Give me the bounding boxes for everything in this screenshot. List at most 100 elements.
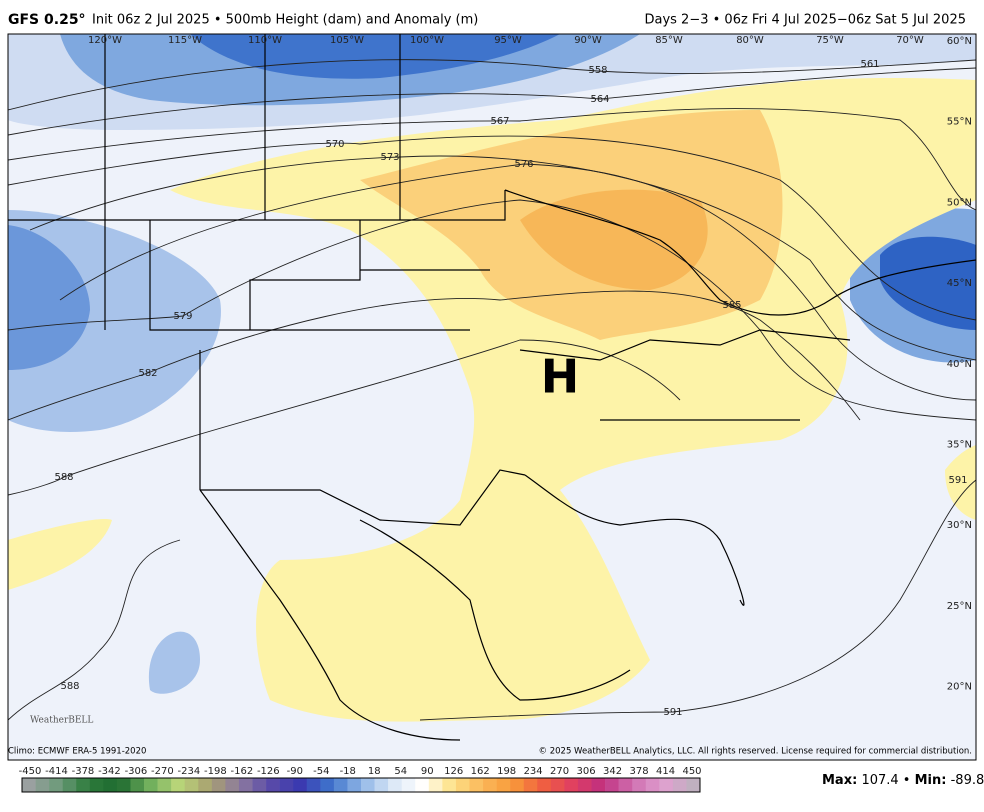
contour-label: 576 <box>514 159 533 170</box>
colorbar-swatch <box>686 778 701 792</box>
colorbar-tick-label: -198 <box>204 766 227 777</box>
lat-label: 55°N <box>947 117 972 128</box>
colorbar-swatch <box>659 778 674 792</box>
colorbar-swatch <box>62 778 77 792</box>
colorbar-swatch <box>306 778 321 792</box>
colorbar-swatch <box>76 778 91 792</box>
lat-label: 25°N <box>947 601 972 612</box>
stats: Max: 107.4 • Min: -89.8 <box>822 773 984 788</box>
colorbar-swatch <box>198 778 213 792</box>
colorbar-tick-label: -270 <box>151 766 174 777</box>
colorbar-swatch <box>428 778 443 792</box>
colorbar-tick-label: -450 <box>19 766 42 777</box>
colorbar-swatch <box>618 778 633 792</box>
contour-label: 570 <box>325 139 344 150</box>
contour-label: 561 <box>860 59 879 70</box>
logo: WeatherBELL <box>30 716 93 726</box>
colorbar-swatch <box>361 778 375 792</box>
colorbar-tick-label: -162 <box>230 766 253 777</box>
colorbar-swatch <box>130 778 145 792</box>
colorbar-frame <box>21 777 701 793</box>
colorbar-tick-label: -234 <box>178 766 201 777</box>
contour-label: 591 <box>948 475 967 486</box>
colorbar-swatch <box>401 778 416 792</box>
contour-label: 588 <box>54 472 73 483</box>
colorbar-swatch <box>605 778 619 792</box>
lon-label: 105°W <box>330 35 364 46</box>
map-frame <box>7 33 977 761</box>
lon-label: 115°W <box>168 35 202 46</box>
lon-label: 95°W <box>494 35 522 46</box>
colorbar-tick-label: 270 <box>550 766 569 777</box>
colorbar-tick-label: -342 <box>98 766 121 777</box>
lat-label: 30°N <box>947 520 972 531</box>
title: Init 06z 2 Jul 2025 • 500mb Height (dam)… <box>92 13 478 28</box>
colorbar-swatch <box>279 778 294 792</box>
colorbar-tick-label: -54 <box>313 766 329 777</box>
contour-label: 564 <box>590 94 609 105</box>
high-pressure: H <box>541 350 580 404</box>
lon-label: 85°W <box>655 35 683 46</box>
colorbar-swatch <box>184 778 199 792</box>
colorbar-swatch <box>89 778 104 792</box>
copyright: © 2025 WeatherBELL Analytics, LLC. All r… <box>539 747 972 757</box>
colorbar-swatch <box>469 778 484 792</box>
colorbar-tick-label: -378 <box>72 766 95 777</box>
colorbar-swatch <box>157 778 172 792</box>
colorbar-swatch <box>455 778 470 792</box>
colorbar-swatch <box>171 778 186 792</box>
colorbar-swatch <box>238 778 253 792</box>
colorbar-swatch <box>333 778 348 792</box>
colorbar-swatch <box>116 778 131 792</box>
colorbar-swatch <box>266 778 280 792</box>
contour-label: 558 <box>588 65 607 76</box>
colorbar-swatch <box>510 778 525 792</box>
contour-label: 582 <box>138 368 157 379</box>
colorbar-swatch <box>483 778 497 792</box>
lon-label: 100°W <box>410 35 444 46</box>
colorbar-swatch <box>645 778 660 792</box>
contour-label: 579 <box>173 311 192 322</box>
lon-label: 70°W <box>896 35 924 46</box>
lon-label: 90°W <box>574 35 602 46</box>
colorbar-swatch <box>35 778 50 792</box>
colorbar-swatch <box>144 778 158 792</box>
colorbar-swatch <box>22 778 36 792</box>
colorbar-swatch <box>672 778 687 792</box>
max-label: Max: <box>822 773 857 788</box>
valid-time: Days 2−3 • 06z Fri 4 Jul 2025−06z Sat 5 … <box>644 13 966 28</box>
colorbar-tick-label: 54 <box>394 766 407 777</box>
colorbar-tick-label: 126 <box>444 766 463 777</box>
contour-label: 573 <box>380 152 399 163</box>
colorbar-swatch <box>320 778 335 792</box>
lon-label: 80°W <box>736 35 764 46</box>
colorbar-tick-label: 90 <box>421 766 434 777</box>
colorbar-tick-label: 414 <box>656 766 675 777</box>
colorbar-tick-label: -126 <box>257 766 280 777</box>
colorbar-tick-label: -306 <box>125 766 148 777</box>
colorbar-tick-label: 234 <box>524 766 543 777</box>
lat-label: 40°N <box>947 359 972 370</box>
lon-label: 110°W <box>248 35 282 46</box>
colorbar-swatch <box>577 778 592 792</box>
contour-label: 585 <box>722 300 741 311</box>
colorbar-tick-label: 198 <box>497 766 516 777</box>
lon-label: 75°W <box>816 35 844 46</box>
lat-label: 20°N <box>947 682 972 693</box>
lat-label: 50°N <box>947 197 972 208</box>
contour-label: 567 <box>490 116 509 127</box>
contour-label: 591 <box>663 707 682 718</box>
min-label: Min: <box>915 773 947 788</box>
colorbar-swatch <box>103 778 118 792</box>
colorbar-swatch <box>564 778 579 792</box>
colorbar-tick-label: 162 <box>471 766 490 777</box>
map <box>8 34 976 760</box>
colorbar-swatch <box>388 778 402 792</box>
colorbar-swatch <box>225 778 240 792</box>
model: GFS 0.25° <box>8 12 86 28</box>
colorbar-swatch <box>252 778 267 792</box>
lat-label: 45°N <box>947 278 972 289</box>
min-value: -89.8 <box>951 773 984 788</box>
